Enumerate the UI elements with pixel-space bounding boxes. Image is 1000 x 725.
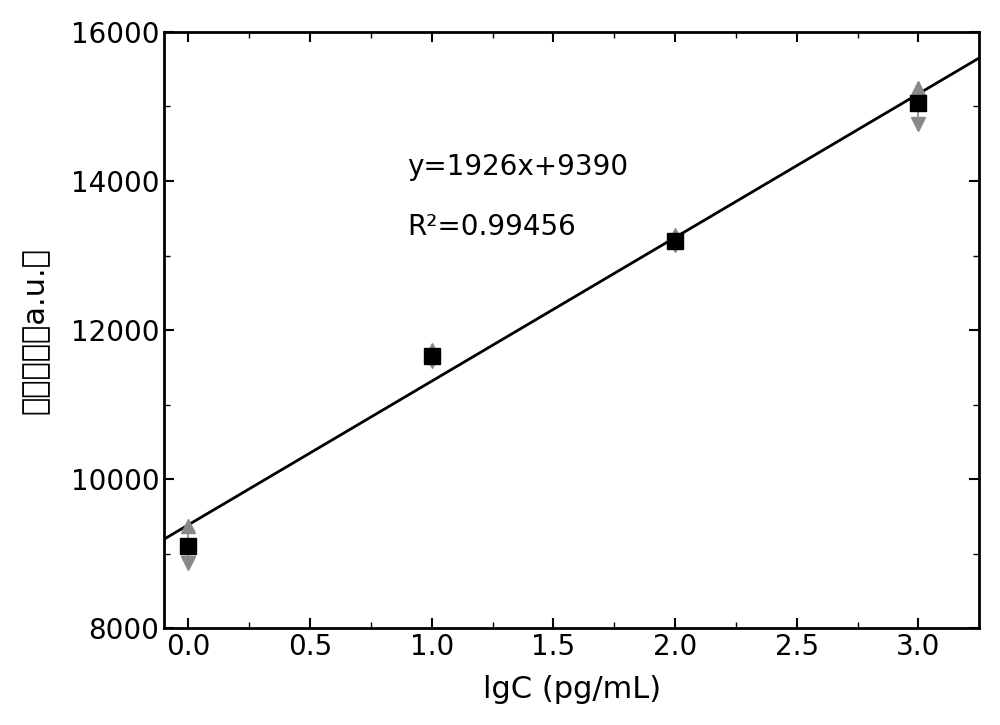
Y-axis label: 拉曼强度（a.u.）: 拉曼强度（a.u.） <box>21 247 50 413</box>
Text: R²=0.99456: R²=0.99456 <box>407 212 576 241</box>
X-axis label: lgC (pg/mL): lgC (pg/mL) <box>483 675 661 704</box>
Text: y=1926x+9390: y=1926x+9390 <box>407 153 629 181</box>
